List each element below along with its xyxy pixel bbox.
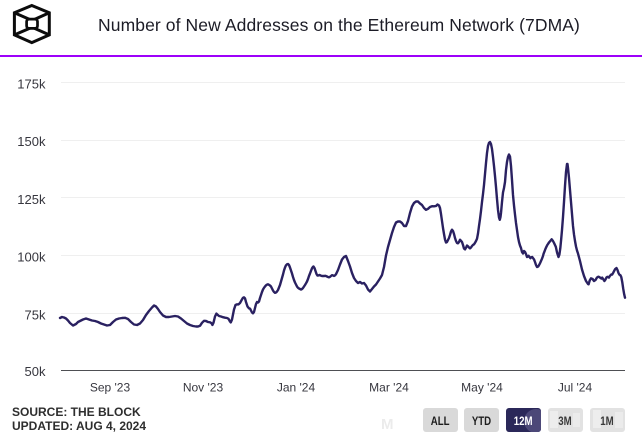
svg-text:May '24: May '24 (461, 381, 503, 395)
svg-text:Nov '23: Nov '23 (183, 381, 224, 395)
svg-text:75k: 75k (25, 307, 46, 322)
svg-text:50k: 50k (25, 364, 46, 379)
svg-text:150k: 150k (17, 134, 46, 149)
svg-text:Sep '23: Sep '23 (90, 381, 131, 395)
svg-text:175k: 175k (17, 76, 46, 91)
svg-text:Jan '24: Jan '24 (277, 381, 316, 395)
svg-text:Mar '24: Mar '24 (369, 381, 409, 395)
svg-text:125k: 125k (17, 192, 46, 207)
svg-text:100k: 100k (17, 250, 46, 265)
svg-text:Jul '24: Jul '24 (558, 381, 593, 395)
